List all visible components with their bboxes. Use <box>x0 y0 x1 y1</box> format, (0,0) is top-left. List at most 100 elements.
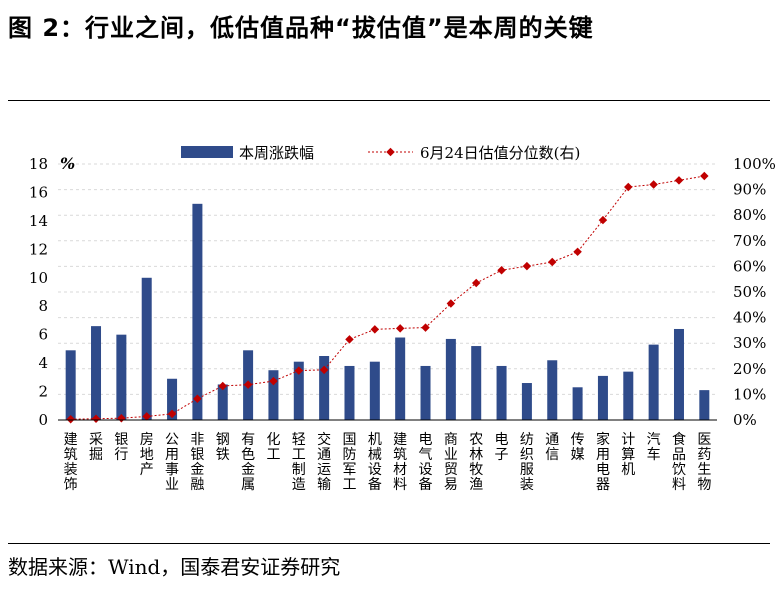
category-label: 国防军工 <box>342 432 356 493</box>
bar <box>192 203 203 420</box>
category-label: 食品饮料 <box>672 431 686 493</box>
category-label: 农林牧渔 <box>469 432 483 493</box>
left-axis-unit: % <box>60 154 75 173</box>
bar <box>319 356 330 420</box>
bar <box>141 277 152 420</box>
left-axis-tick-label: 8 <box>38 297 48 315</box>
bar <box>395 337 406 420</box>
bar <box>496 365 507 420</box>
right-axis-tick-label: 20% <box>733 360 766 378</box>
legend-bar-label: 本周涨跌幅 <box>239 144 314 162</box>
right-axis-tick-label: 50% <box>733 283 766 301</box>
legend-bar-swatch <box>181 146 233 158</box>
category-label: 房地产 <box>140 432 154 478</box>
left-axis-tick-label: 2 <box>38 383 48 401</box>
line-point <box>218 381 227 391</box>
bar <box>293 361 304 420</box>
line-point <box>395 324 405 333</box>
bar <box>91 326 102 420</box>
category-label: 家用电器 <box>596 431 610 493</box>
chart: 0 2 4 6 8 10 12 14 16 18 % 0% 10% 20% 30% 40% 50% 60% 70% 8… <box>29 144 776 493</box>
right-axis-tick-label: 90% <box>733 181 766 199</box>
category-label: 化工 <box>266 432 280 463</box>
category-label: 公用事业 <box>165 432 179 493</box>
line-point <box>471 278 481 288</box>
category-label: 建筑装饰 <box>64 432 78 493</box>
line-point <box>269 376 278 386</box>
right-axis-tick-label: 60% <box>733 257 766 275</box>
category-label: 商业贸易 <box>444 432 458 493</box>
left-axis-tick-label: 12 <box>29 240 48 258</box>
bar-series <box>65 203 710 420</box>
bottom-rule <box>8 543 770 544</box>
figure-title: 图 2：行业之间，低估值品种“拔估值”是本周的关键 <box>8 14 594 42</box>
right-axis-tick-label: 100% <box>733 155 776 173</box>
bar <box>623 371 634 420</box>
bar <box>420 365 431 420</box>
line-point <box>649 180 658 189</box>
source-note: 数据来源：Wind，国泰君安证券研究 <box>8 555 341 579</box>
bar <box>116 334 127 420</box>
category-label: 钢铁 <box>216 432 230 463</box>
bar <box>369 361 380 420</box>
line-point <box>91 414 101 423</box>
bar <box>597 375 608 420</box>
category-label: 通信 <box>545 432 559 463</box>
line-series <box>66 171 709 424</box>
right-axis-tick-label: 40% <box>733 309 766 327</box>
bar <box>572 387 583 420</box>
bar <box>547 360 558 420</box>
category-label: 采掘 <box>89 432 103 463</box>
line-point <box>624 182 633 192</box>
legend-line-marker <box>386 147 395 157</box>
bar <box>167 378 178 420</box>
line-point <box>421 323 430 332</box>
line-point <box>66 414 75 424</box>
gridlines <box>58 163 717 395</box>
right-axis-tick-label: 70% <box>733 232 766 250</box>
bar <box>268 370 279 420</box>
category-label: 纺织服装 <box>520 432 534 493</box>
line-point <box>674 176 684 185</box>
category-label: 医药生物 <box>697 432 711 493</box>
left-axis-tick-label: 6 <box>38 326 48 344</box>
line-point <box>370 325 380 334</box>
line-point <box>294 366 304 375</box>
line-point <box>446 299 456 308</box>
bar <box>648 344 659 420</box>
right-axis-tick-label: 30% <box>733 334 766 352</box>
category-label: 交通运输 <box>317 431 331 493</box>
legend-line-label: 6月24日估值分位数(右) <box>420 144 580 162</box>
line-point <box>243 380 253 389</box>
category-label: 银行 <box>114 432 128 463</box>
bar <box>521 383 532 420</box>
left-axis-tick-label: 16 <box>29 183 48 201</box>
right-axis-tick-label: 10% <box>733 385 766 403</box>
bar <box>673 328 684 420</box>
line-point <box>497 265 506 275</box>
category-label: 汽车 <box>647 432 661 463</box>
bar <box>65 350 76 420</box>
axes: 0 2 4 6 8 10 12 14 16 18 % 0% 10% 20% 30% 40% 50% 60% 70% 8… <box>29 154 776 493</box>
category-label: 非银金融 <box>190 432 204 493</box>
line-point <box>598 215 608 225</box>
left-axis-tick-label: 18 <box>29 155 48 173</box>
line-point <box>522 261 532 271</box>
line-point <box>573 247 582 257</box>
line-point <box>700 171 709 181</box>
top-rule <box>8 100 770 101</box>
right-axis-tick-label: 0% <box>733 411 757 429</box>
line-point <box>548 257 557 267</box>
category-label: 计算机 <box>621 432 635 478</box>
line-point <box>167 409 177 419</box>
line-point <box>193 394 202 403</box>
line-point <box>142 412 151 421</box>
line-path <box>70 175 705 420</box>
right-axis-tick-label: 80% <box>733 206 766 224</box>
category-label: 电气设备 <box>419 432 433 493</box>
left-axis-tick-label: 4 <box>38 354 48 372</box>
left-axis-tick-label: 10 <box>29 269 48 287</box>
category-label: 建筑材料 <box>393 432 407 493</box>
category-label: 机械设备 <box>368 432 382 493</box>
bar <box>445 338 456 420</box>
